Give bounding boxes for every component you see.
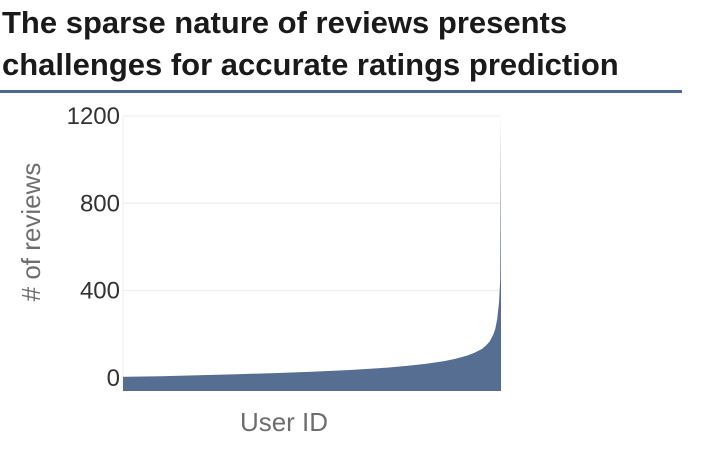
x-axis-label: User ID (240, 407, 328, 437)
y-tick-label: 0 (107, 365, 120, 392)
title-underline (0, 90, 682, 93)
reviews-area (123, 116, 501, 391)
y-tick-labels: 0 400 800 1200 (67, 103, 120, 392)
gridlines (122, 115, 501, 391)
y-tick-label: 400 (80, 278, 120, 305)
y-axis-label: # of reviews (16, 163, 46, 302)
y-tick-label: 800 (80, 190, 120, 217)
chart-title: The sparse nature of reviews presents ch… (2, 5, 619, 82)
y-tick-label: 1200 (67, 103, 120, 130)
